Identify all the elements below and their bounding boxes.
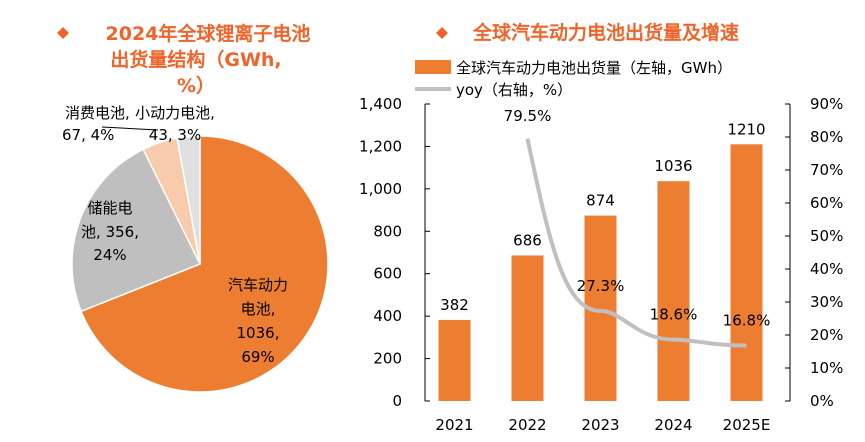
right-tick-label: 30% (810, 293, 843, 311)
right-tick-label: 70% (810, 161, 843, 179)
x-tick-label: 2023 (581, 416, 619, 434)
line-label: 18.6% (650, 306, 698, 324)
left-tick-label: 200 (373, 350, 402, 368)
legend-bar-label: 全球汽车动力电池出货量（左轴，GWh） (456, 59, 732, 77)
yoy-line (525, 138, 747, 348)
right-tick-label: 20% (810, 326, 843, 344)
pie-label: 43, 3% (149, 126, 201, 144)
left-tick-label: 1,400 (359, 95, 402, 113)
bar (657, 181, 690, 401)
line-label: 27.3% (577, 277, 625, 295)
pie-label: 电池, (241, 300, 276, 318)
right-tick-label: 80% (810, 128, 843, 146)
bullet-icon (57, 27, 69, 39)
leader-line (101, 126, 159, 131)
pie-label: 消费电池, (65, 104, 130, 122)
right-tick-label: 40% (810, 260, 843, 278)
x-tick-label: 2024 (654, 416, 692, 434)
pie-title: 2024年全球锂离子电池 (106, 22, 311, 45)
line-label: 79.5% (504, 107, 552, 125)
pie-title: %） (177, 74, 215, 97)
bar (511, 255, 544, 401)
pie-label: 1036, (237, 324, 280, 342)
right-tick-label: 90% (810, 95, 843, 113)
right-tick-label: 0% (810, 392, 834, 410)
legend-line-label: yoy（右轴，%） (456, 81, 572, 99)
right-tick-label: 50% (810, 227, 843, 245)
bar-label: 686 (513, 231, 542, 249)
pie-label: 小动力电池, (135, 104, 215, 122)
left-tick-label: 800 (373, 222, 402, 240)
bullet-icon (436, 27, 448, 39)
left-tick-label: 1,200 (359, 137, 402, 155)
chart-title: 全球汽车动力电池出货量及增速 (472, 21, 739, 44)
pie-label: 67, 4% (62, 126, 114, 144)
pie-label: 汽车动力 (228, 276, 288, 294)
pie-label: 69% (241, 348, 274, 366)
left-tick-label: 400 (373, 307, 402, 325)
left-tick-label: 0 (392, 392, 402, 410)
pie-slice (80, 135, 329, 393)
left-tick-label: 1,000 (359, 180, 402, 198)
pie-label: 池, 356, (81, 223, 139, 241)
bar (730, 144, 763, 402)
right-tick-label: 60% (810, 194, 843, 212)
line-label: 16.8% (723, 312, 771, 330)
pie-label: 24% (93, 246, 126, 264)
pie-slice (176, 135, 201, 265)
bar-label: 874 (586, 192, 615, 210)
x-tick-label: 2021 (435, 416, 473, 434)
x-tick-label: 2022 (508, 416, 546, 434)
bar (438, 319, 471, 401)
left-tick-label: 600 (373, 265, 402, 283)
legend-bar-swatch (415, 60, 451, 74)
bar-label: 1036 (654, 157, 692, 175)
right-tick-label: 10% (810, 359, 843, 377)
bar-label: 382 (440, 296, 469, 314)
x-tick-label: 2025E (723, 416, 771, 434)
bar-label: 1210 (727, 120, 765, 138)
pie-slice (71, 148, 202, 313)
pie-label: 储能电 (87, 199, 132, 217)
pie-title: 出货量结构（GWh, (110, 48, 281, 71)
